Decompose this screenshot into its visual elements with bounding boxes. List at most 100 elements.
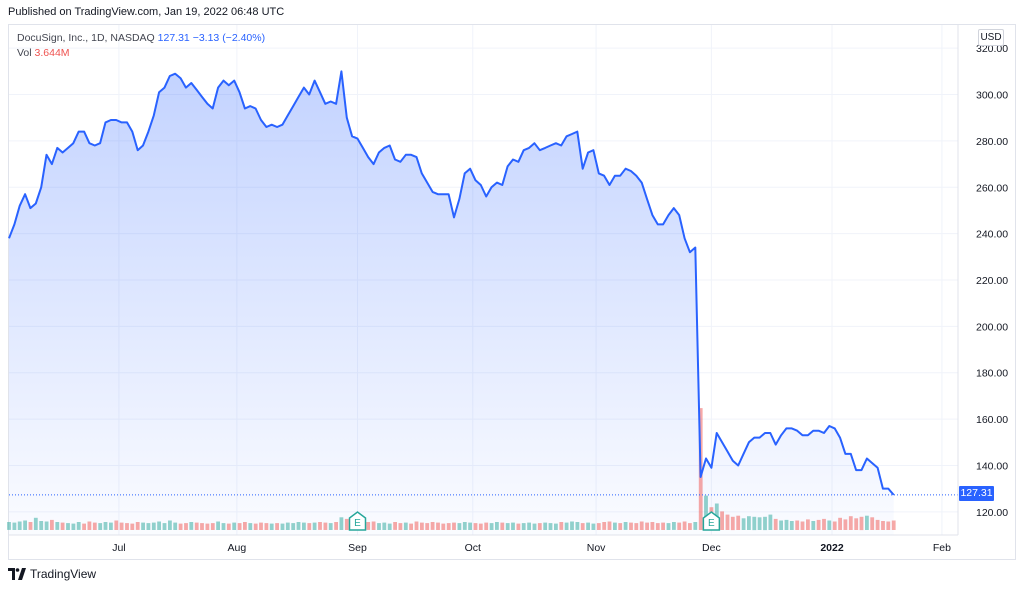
volume-bar: [162, 523, 167, 530]
volume-bar: [554, 523, 558, 530]
volume-bar: [806, 519, 810, 530]
volume-bar: [205, 523, 210, 530]
volume-bar: [259, 522, 263, 530]
volume-bar: [720, 511, 724, 530]
volume-bar: [730, 516, 735, 531]
volume-bar: [827, 520, 832, 530]
volume-bar: [130, 523, 135, 530]
legend-vol-label: Vol: [17, 47, 32, 59]
volume-bar: [543, 522, 548, 530]
legend-row-price: DocuSign, Inc., 1D, NASDAQ 127.31 −3.13 …: [17, 31, 265, 46]
chart-frame[interactable]: [8, 24, 1016, 560]
volume-bar: [757, 517, 762, 530]
volume-bar: [269, 523, 274, 530]
price-scale[interactable]: 120.00 140.00 160.00 180.00 200.00 220.00 240.…: [957, 25, 1008, 535]
volume-bar: [216, 521, 220, 530]
volume-bar: [71, 523, 76, 530]
volume-bar: [184, 523, 188, 530]
tradingview-logo-icon: [8, 568, 26, 580]
volume-bar: [302, 522, 306, 530]
y-tick-label: 320.00: [976, 43, 1008, 55]
volume-bar: [666, 523, 671, 530]
price-line-layer: [8, 70, 958, 496]
volume-bar: [33, 517, 38, 530]
volume-bar: [688, 523, 692, 530]
volume-bar: [296, 522, 301, 530]
volume-bar: [682, 521, 687, 530]
volume-bar: [489, 523, 494, 530]
volume-bar: [425, 523, 430, 530]
volume-bar: [672, 522, 676, 530]
earnings-marker[interactable]: E: [348, 511, 367, 531]
volume-bar: [17, 521, 22, 530]
volume-bar: [66, 523, 70, 530]
volume-bar: [98, 523, 103, 530]
volume-bar: [60, 522, 65, 530]
volume-bar: [800, 521, 805, 530]
volume-bar: [607, 521, 612, 530]
volume-bar: [200, 523, 204, 530]
volume-bar: [103, 522, 108, 530]
volume-bar: [92, 522, 97, 530]
volume-bar: [441, 523, 446, 530]
volume-bar: [119, 522, 124, 530]
chart-legend: DocuSign, Inc., 1D, NASDAQ 127.31 −3.13 …: [17, 31, 265, 61]
volume-bar: [109, 522, 113, 530]
volume-bar: [886, 521, 891, 530]
volume-bar: [516, 523, 521, 530]
volume-bar: [366, 522, 371, 530]
earnings-marker-shape: [348, 511, 367, 531]
tradingview-logo[interactable]: TradingView: [8, 567, 96, 581]
currency-button[interactable]: USD: [978, 29, 1004, 46]
volume-bar: [275, 523, 279, 530]
volume-bar: [44, 521, 49, 530]
volume-bar: [334, 522, 338, 530]
volume-bar: [114, 520, 119, 530]
volume-bar: [521, 523, 526, 530]
volume-bar: [773, 518, 778, 530]
y-tick-label: 200.00: [976, 321, 1008, 333]
volume-bar: [55, 522, 60, 530]
volume-bar: [848, 516, 853, 530]
volume-bar: [237, 523, 242, 530]
volume-bar: [50, 519, 54, 530]
volume-bar: [141, 522, 145, 530]
volume-bar: [146, 523, 151, 530]
legend-last: 127.31: [157, 32, 190, 44]
time-scale[interactable]: Jul Aug Sep Oct Nov Dec 2022 Feb: [9, 534, 958, 554]
volume-bar: [420, 522, 424, 530]
volume-bar: [602, 522, 607, 530]
tradingview-brand-text: TradingView: [30, 567, 97, 581]
volume-bar: [382, 522, 387, 530]
volume-bar: [243, 522, 247, 530]
volume-bar: [747, 516, 751, 530]
volume-bar: [318, 522, 322, 530]
volume-bar: [28, 522, 33, 530]
volume-bar: [559, 522, 564, 530]
volume-bar: [591, 523, 596, 530]
volume-bar: [452, 522, 456, 530]
volume-bar: [377, 523, 381, 530]
volume-bar: [511, 522, 515, 530]
volume-bar: [189, 522, 194, 530]
volume-bar: [23, 520, 27, 530]
volume-bar: [596, 523, 601, 530]
volume-bar: [307, 523, 312, 530]
volume-bar: [564, 522, 569, 530]
volume-bar: [393, 522, 397, 530]
volume-bar: [527, 522, 531, 530]
x-tick-label: Nov: [587, 542, 606, 554]
volume-bar: [532, 523, 537, 530]
y-tick-label: 260.00: [976, 182, 1008, 194]
earnings-marker[interactable]: E: [702, 511, 721, 531]
x-tick-label: Oct: [465, 542, 481, 554]
volume-bar: [82, 523, 86, 530]
volume-bar: [151, 522, 156, 530]
volume-bar: [312, 522, 317, 530]
volume-bar: [891, 520, 896, 530]
volume-bar: [403, 522, 408, 530]
volume-bar: [580, 523, 585, 530]
x-tick-label: Dec: [702, 542, 721, 554]
